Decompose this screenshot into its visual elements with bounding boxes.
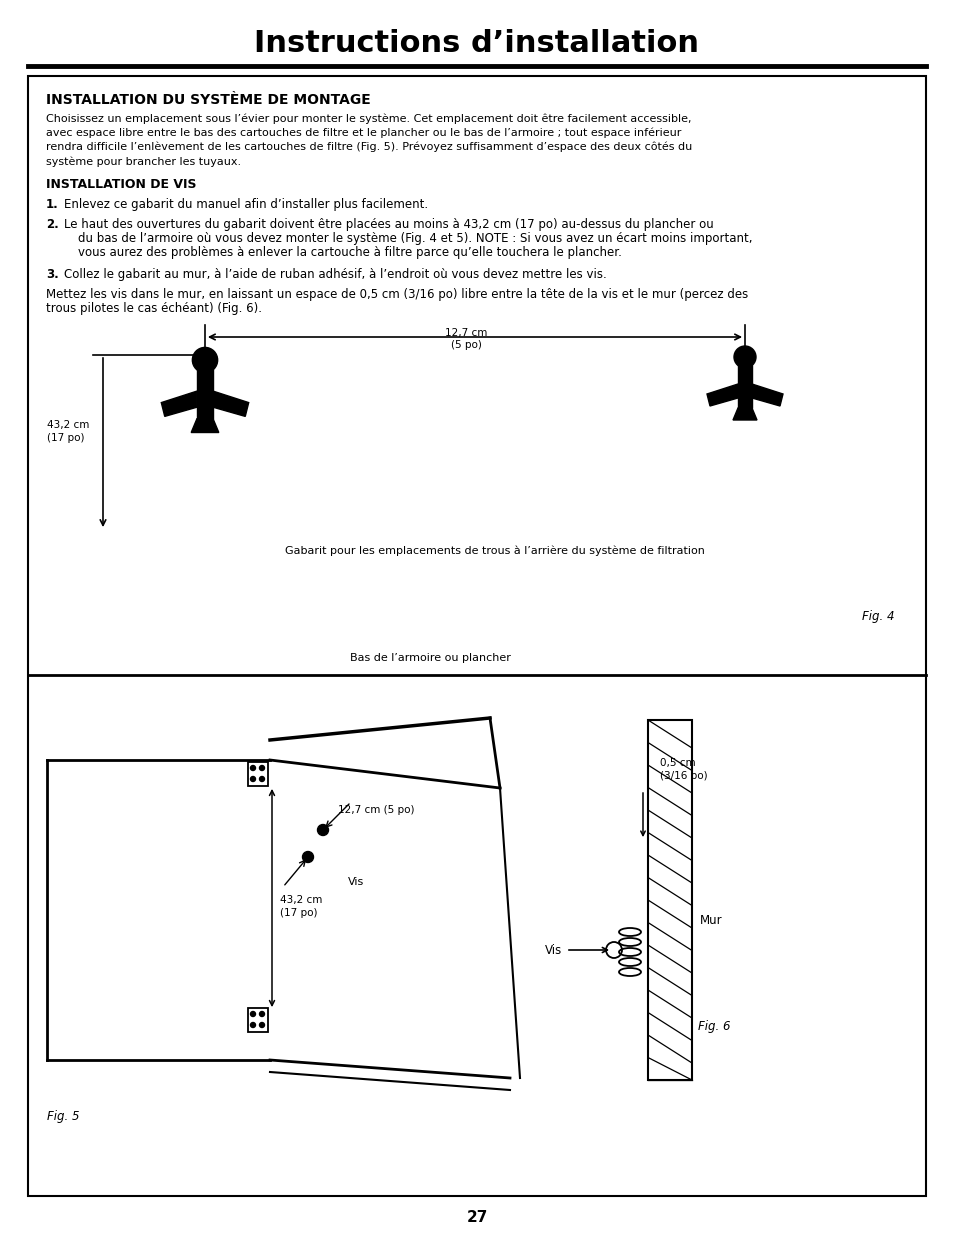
Text: rendra difficile l’enlèvement de les cartouches de filtre (Fig. 5). Prévoyez suf: rendra difficile l’enlèvement de les car… <box>46 142 692 152</box>
Text: Vis: Vis <box>544 944 561 956</box>
Circle shape <box>259 777 264 782</box>
Text: Le haut des ouvertures du gabarit doivent être placées au moins à 43,2 cm (17 po: Le haut des ouvertures du gabarit doiven… <box>64 219 713 231</box>
Circle shape <box>193 347 217 373</box>
Polygon shape <box>196 369 213 419</box>
Text: Mur: Mur <box>700 914 721 926</box>
Text: 1.: 1. <box>46 198 59 211</box>
Text: 43,2 cm: 43,2 cm <box>280 895 322 905</box>
Text: Bas de l’armoire ou plancher: Bas de l’armoire ou plancher <box>349 653 510 663</box>
Text: (17 po): (17 po) <box>47 433 85 443</box>
Bar <box>248 762 268 785</box>
Text: 43,2 cm: 43,2 cm <box>47 420 90 430</box>
Text: vous aurez des problèmes à enlever la cartouche à filtre parce qu’elle touchera : vous aurez des problèmes à enlever la ca… <box>78 246 621 259</box>
Text: Fig. 4: Fig. 4 <box>862 610 894 622</box>
Circle shape <box>251 777 255 782</box>
Circle shape <box>317 825 328 836</box>
Text: Enlevez ce gabarit du manuel afin d’installer plus facilement.: Enlevez ce gabarit du manuel afin d’inst… <box>64 198 428 211</box>
Text: 0,5 cm: 0,5 cm <box>659 758 695 768</box>
Polygon shape <box>191 419 218 432</box>
Polygon shape <box>706 384 738 406</box>
Text: du bas de l’armoire où vous devez monter le système (Fig. 4 et 5). NOTE : Si vou: du bas de l’armoire où vous devez monter… <box>78 232 752 245</box>
Circle shape <box>733 346 755 368</box>
Polygon shape <box>732 408 757 420</box>
Text: Mettez les vis dans le mur, en laissant un espace de 0,5 cm (3/16 po) libre entr: Mettez les vis dans le mur, en laissant … <box>46 288 747 301</box>
Text: avec espace libre entre le bas des cartouches de filtre et le plancher ou le bas: avec espace libre entre le bas des carto… <box>46 127 680 138</box>
Text: 12,7 cm: 12,7 cm <box>444 329 487 338</box>
Bar <box>647 720 691 1079</box>
Text: trous pilotes le cas échéant) (Fig. 6).: trous pilotes le cas échéant) (Fig. 6). <box>46 303 262 315</box>
Circle shape <box>259 1023 264 1028</box>
Bar <box>248 1008 268 1032</box>
Text: 12,7 cm (5 po): 12,7 cm (5 po) <box>337 805 414 815</box>
Text: (5 po): (5 po) <box>450 340 481 350</box>
Circle shape <box>302 851 314 862</box>
Text: Fig. 5: Fig. 5 <box>47 1110 79 1123</box>
Polygon shape <box>751 384 782 406</box>
Text: Choisissez un emplacement sous l’évier pour monter le système. Cet emplacement d: Choisissez un emplacement sous l’évier p… <box>46 112 691 124</box>
Text: 2.: 2. <box>46 219 59 231</box>
Text: Vis: Vis <box>348 877 364 887</box>
Text: Collez le gabarit au mur, à l’aide de ruban adhésif, à l’endroit où vous devez m: Collez le gabarit au mur, à l’aide de ru… <box>64 268 606 282</box>
Text: 27: 27 <box>466 1210 487 1225</box>
Circle shape <box>251 766 255 771</box>
Circle shape <box>259 766 264 771</box>
Text: INSTALLATION DU SYSTÈME DE MONTAGE: INSTALLATION DU SYSTÈME DE MONTAGE <box>46 93 371 107</box>
Text: (3/16 po): (3/16 po) <box>659 771 707 781</box>
Polygon shape <box>213 391 249 416</box>
Circle shape <box>251 1023 255 1028</box>
Text: Fig. 6: Fig. 6 <box>698 1020 730 1032</box>
Text: INSTALLATION DE VIS: INSTALLATION DE VIS <box>46 178 196 191</box>
Text: (17 po): (17 po) <box>280 908 317 918</box>
Text: système pour brancher les tuyaux.: système pour brancher les tuyaux. <box>46 157 241 167</box>
Circle shape <box>251 1011 255 1016</box>
Text: Instructions d’installation: Instructions d’installation <box>254 30 699 58</box>
Text: 3.: 3. <box>46 268 59 282</box>
Polygon shape <box>161 391 196 416</box>
Circle shape <box>259 1011 264 1016</box>
Polygon shape <box>738 366 751 408</box>
Text: Gabarit pour les emplacements de trous à l’arrière du système de filtration: Gabarit pour les emplacements de trous à… <box>285 545 704 556</box>
